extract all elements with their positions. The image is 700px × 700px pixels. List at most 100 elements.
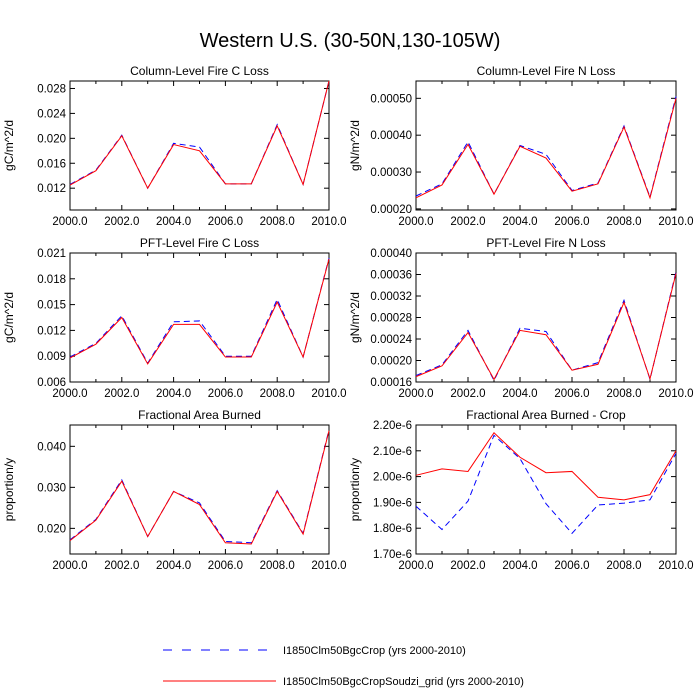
y-tick-label: 0.00020 bbox=[370, 204, 412, 216]
x-tick-label: 2002.0 bbox=[450, 216, 485, 228]
chart-panel-5: Fractional Area Burned proportion/y 2000.0… bbox=[2, 408, 347, 572]
series-line-2 bbox=[69, 80, 330, 190]
plot-frame bbox=[415, 424, 677, 555]
x-tick-label: 2004.0 bbox=[502, 388, 537, 400]
y-tick-label: 0.040 bbox=[37, 441, 66, 453]
x-tick-label: 2010.0 bbox=[658, 560, 693, 572]
series-line-1 bbox=[69, 429, 330, 544]
series-line-1 bbox=[415, 96, 677, 199]
y-tick-label: 0.00024 bbox=[370, 334, 412, 346]
panel-title: Fractional Area Burned bbox=[138, 408, 261, 422]
x-tick-label: 2006.0 bbox=[208, 216, 243, 228]
y-tick-label: 0.018 bbox=[37, 274, 66, 286]
x-tick-label: 2002.0 bbox=[104, 388, 139, 400]
y-tick-label: 1.70e-6 bbox=[373, 549, 412, 561]
y-tick-label: 0.00016 bbox=[370, 377, 412, 389]
x-tick-label: 2010.0 bbox=[311, 388, 346, 400]
x-tick-label: 2010.0 bbox=[658, 388, 693, 400]
plot-frame bbox=[69, 252, 330, 383]
x-tick-label: 2004.0 bbox=[156, 388, 191, 400]
y-axis-label: gN/m^2/d bbox=[348, 292, 362, 343]
series-line-2 bbox=[415, 98, 677, 200]
legend-label-1: I1850Clm50BgcCrop (yrs 2000-2010) bbox=[283, 645, 466, 657]
series-line-1 bbox=[69, 80, 330, 190]
y-axis-label: proportion/y bbox=[2, 458, 16, 521]
y-tick-label: 0.021 bbox=[37, 248, 66, 260]
y-tick-label: 0.00040 bbox=[370, 130, 412, 142]
y-tick-label: 0.030 bbox=[37, 482, 66, 494]
y-tick-label: 2.10e-6 bbox=[373, 446, 412, 458]
x-tick-label: 2006.0 bbox=[554, 560, 589, 572]
legend-label-2: I1850Clm50BgcCropSoudzi_grid (yrs 2000-2… bbox=[283, 676, 524, 688]
x-tick-label: 2008.0 bbox=[260, 388, 295, 400]
series-line-1 bbox=[415, 434, 677, 535]
x-tick-label: 2000.0 bbox=[398, 388, 433, 400]
y-tick-label: 2.00e-6 bbox=[373, 472, 412, 484]
series-line-2 bbox=[415, 431, 677, 501]
series-line-2 bbox=[69, 258, 330, 365]
panel-title: PFT-Level Fire C Loss bbox=[140, 236, 259, 250]
x-tick-label: 2010.0 bbox=[311, 216, 346, 228]
y-tick-label: 1.90e-6 bbox=[373, 497, 412, 509]
y-tick-label: 0.016 bbox=[37, 158, 66, 170]
plot-frame bbox=[69, 80, 330, 211]
x-tick-label: 2010.0 bbox=[658, 216, 693, 228]
x-tick-label: 2008.0 bbox=[606, 216, 641, 228]
panel-title: Column-Level Fire C Loss bbox=[130, 64, 269, 78]
x-tick-label: 2006.0 bbox=[208, 388, 243, 400]
chart-panel-1: Column-Level Fire C Loss gC/m^2/d 2000.0 20… bbox=[2, 64, 347, 228]
series-line-2 bbox=[69, 430, 330, 545]
series-line-1 bbox=[69, 258, 330, 365]
series-line-2 bbox=[415, 273, 677, 381]
y-tick-label: 0.028 bbox=[37, 83, 66, 95]
series-line-1 bbox=[415, 271, 677, 382]
y-tick-label: 2.20e-6 bbox=[373, 420, 412, 432]
y-tick-label: 0.024 bbox=[37, 108, 66, 120]
y-tick-label: 0.006 bbox=[37, 377, 66, 389]
y-axis-label: gC/m^2/d bbox=[2, 120, 16, 171]
y-axis-label: gC/m^2/d bbox=[2, 292, 16, 343]
x-tick-label: 2006.0 bbox=[554, 388, 589, 400]
x-tick-label: 2000.0 bbox=[398, 216, 433, 228]
x-tick-label: 2008.0 bbox=[606, 388, 641, 400]
y-tick-label: 0.012 bbox=[37, 325, 66, 337]
x-tick-label: 2004.0 bbox=[156, 560, 191, 572]
y-tick-label: 0.00030 bbox=[370, 167, 412, 179]
y-tick-label: 0.00036 bbox=[370, 270, 412, 282]
legend: I1850Clm50BgcCrop (yrs 2000-2010) I1850Cl… bbox=[163, 645, 524, 688]
x-tick-label: 2008.0 bbox=[260, 560, 295, 572]
plot-frame bbox=[415, 252, 677, 383]
y-tick-label: 0.015 bbox=[37, 300, 66, 312]
chart-panel-6: Fractional Area Burned - Crop proportion/… bbox=[348, 408, 694, 572]
figure-title: Western U.S. (30-50N,130-105W) bbox=[199, 30, 501, 52]
chart-panel-3: PFT-Level Fire C Loss gC/m^2/d 2000.0 2002.… bbox=[2, 236, 347, 400]
x-tick-label: 2008.0 bbox=[260, 216, 295, 228]
plot-frame bbox=[415, 80, 677, 211]
chart-panel-4: PFT-Level Fire N Loss gN/m^2/d 2000.0 2002.… bbox=[348, 236, 694, 400]
x-tick-label: 2010.0 bbox=[311, 560, 346, 572]
y-axis-label: gN/m^2/d bbox=[348, 120, 362, 171]
y-tick-label: 0.00050 bbox=[370, 93, 412, 105]
y-tick-label: 0.00020 bbox=[370, 356, 412, 368]
x-tick-label: 2002.0 bbox=[104, 560, 139, 572]
x-tick-label: 2006.0 bbox=[208, 560, 243, 572]
x-tick-label: 2006.0 bbox=[554, 216, 589, 228]
y-tick-label: 0.00032 bbox=[370, 291, 412, 303]
x-tick-label: 2000.0 bbox=[52, 388, 87, 400]
x-tick-label: 2004.0 bbox=[502, 560, 537, 572]
x-tick-label: 2000.0 bbox=[52, 216, 87, 228]
y-tick-label: 0.020 bbox=[37, 523, 66, 535]
y-tick-label: 0.00040 bbox=[370, 248, 412, 260]
x-tick-label: 2004.0 bbox=[502, 216, 537, 228]
y-tick-label: 0.020 bbox=[37, 133, 66, 145]
plot-frame bbox=[69, 424, 330, 555]
y-tick-label: 0.00028 bbox=[370, 313, 412, 325]
x-tick-label: 2002.0 bbox=[450, 560, 485, 572]
chart-panel-2: Column-Level Fire N Loss gN/m^2/d 2000.0 20… bbox=[348, 64, 694, 228]
panel-title: Column-Level Fire N Loss bbox=[477, 64, 616, 78]
x-tick-label: 2004.0 bbox=[156, 216, 191, 228]
x-tick-label: 2000.0 bbox=[398, 560, 433, 572]
y-tick-label: 0.009 bbox=[37, 351, 66, 363]
